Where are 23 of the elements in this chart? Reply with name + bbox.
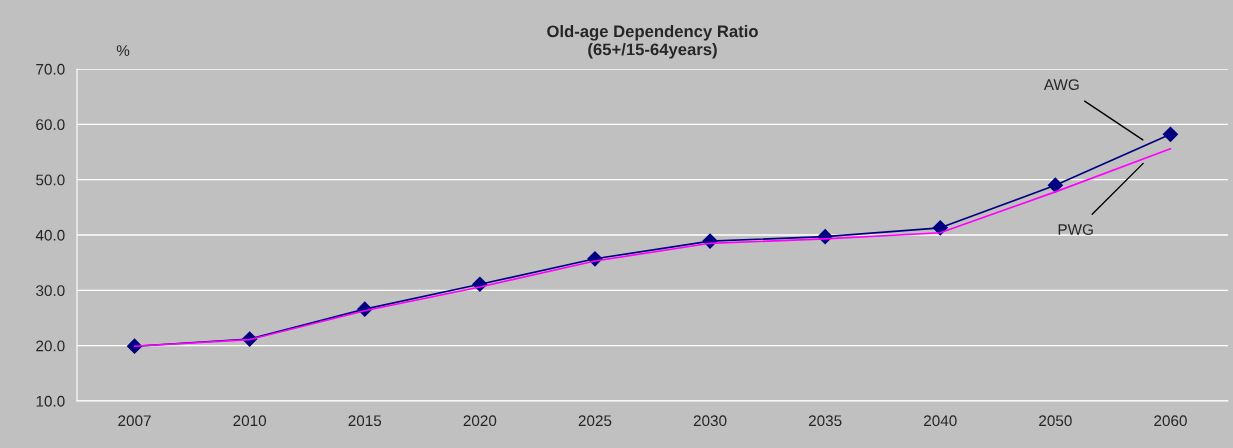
- x-tick-label: 2040: [924, 415, 957, 427]
- text: AWG: [1043, 79, 1079, 91]
- x-tick-label: 2015: [348, 415, 382, 427]
- point: [1047, 177, 1063, 193]
- y-tick-label: 30.0: [36, 285, 65, 297]
- point: [1162, 126, 1179, 142]
- text: PWG: [1058, 224, 1093, 235]
- y-tick-label: 70.0: [36, 63, 65, 75]
- x-tick-label: 2010: [233, 415, 267, 427]
- x-tick-label: 2050: [1039, 415, 1072, 427]
- x-tick-label: 2060: [1154, 415, 1187, 427]
- x-tick-label: 2035: [808, 415, 842, 427]
- y-axis-title: %: [116, 45, 130, 56]
- y-tick-label: 50.0: [36, 174, 65, 186]
- x-tick-label: 2030: [693, 415, 727, 427]
- x-tick-label: 2007: [118, 415, 151, 427]
- x-tick-label: 2025: [578, 415, 612, 427]
- chart-title: Old-age Dependency Ratio (65+/15-64years): [547, 25, 758, 59]
- y-tick-label: 60.0: [36, 119, 65, 131]
- y-tick-label: 20.0: [36, 340, 65, 352]
- y-tick-label: 40.0: [35, 229, 65, 241]
- x-tick-label: 2020: [463, 415, 497, 427]
- y-tick-label: 10.0: [36, 395, 65, 407]
